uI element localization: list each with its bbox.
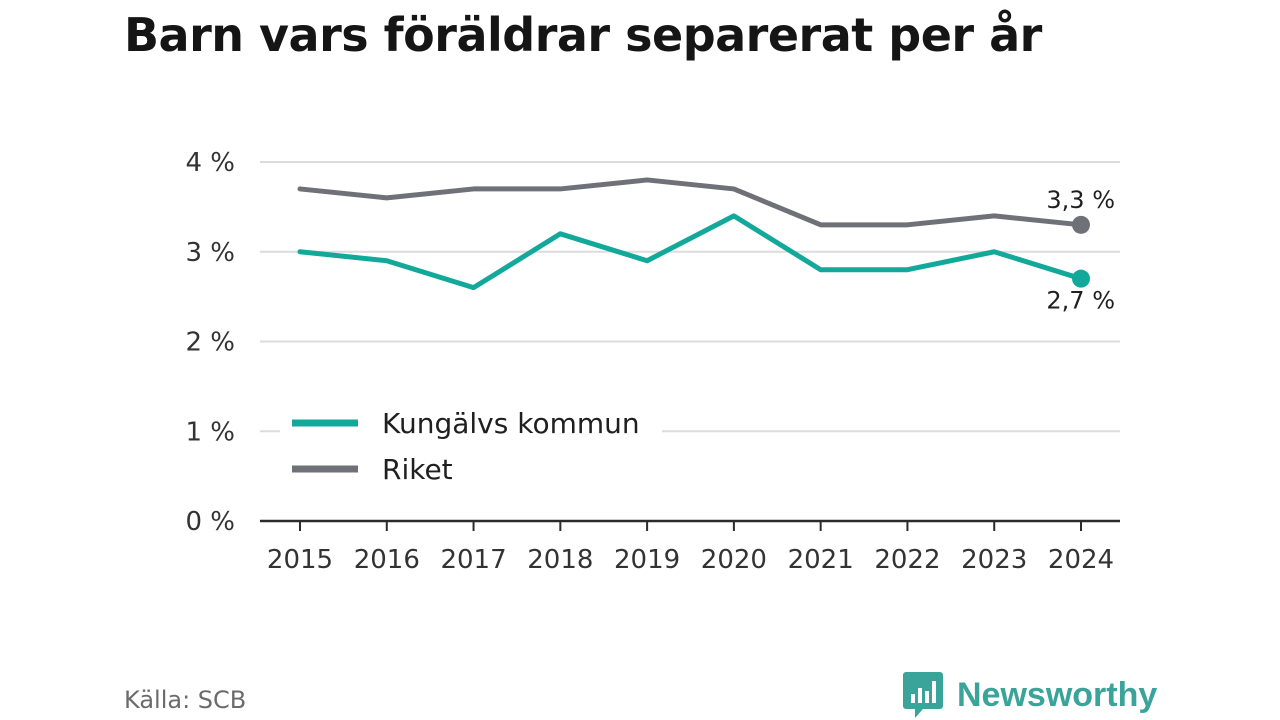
newsworthy-logo-text: Newsworthy (957, 675, 1158, 714)
legend-label-riket: Riket (382, 453, 453, 486)
x-tick-label: 2019 (614, 545, 680, 575)
chart-title: Barn vars föräldrar separerat per år (124, 8, 1042, 62)
end-label-riket: 3,3 % (1046, 186, 1115, 214)
x-tick-label: 2024 (1048, 545, 1114, 575)
newsworthy-logo-icon (903, 672, 943, 718)
y-tick-label: 2 % (185, 328, 235, 358)
end-label-kungalv: 2,7 % (1046, 287, 1115, 315)
legend-label-kungalv: Kungälvs kommun (382, 407, 640, 440)
y-tick-label: 0 % (185, 507, 235, 537)
x-tick-label: 2015 (267, 545, 333, 575)
source-note: Källa: SCB (124, 686, 247, 714)
end-marker-kungalv (1072, 269, 1090, 288)
x-tick-label: 2022 (874, 545, 940, 575)
y-tick-label: 1 % (185, 417, 235, 447)
x-tick-label: 2016 (354, 545, 420, 575)
series-line-riket (297, 177, 1084, 228)
y-tick-label: 3 % (185, 238, 235, 268)
x-tick-label: 2023 (961, 545, 1027, 575)
series-line-kungalv (297, 213, 1084, 291)
y-tick-label: 4 % (185, 148, 235, 178)
x-tick-label: 2021 (788, 545, 854, 575)
x-tick-label: 2017 (440, 545, 506, 575)
end-marker-riket (1072, 215, 1090, 234)
newsworthy-logo: Newsworthy (903, 672, 1157, 718)
x-tick-label: 2020 (701, 545, 767, 575)
x-tick-label: 2018 (527, 545, 593, 575)
legend-background (280, 398, 662, 498)
